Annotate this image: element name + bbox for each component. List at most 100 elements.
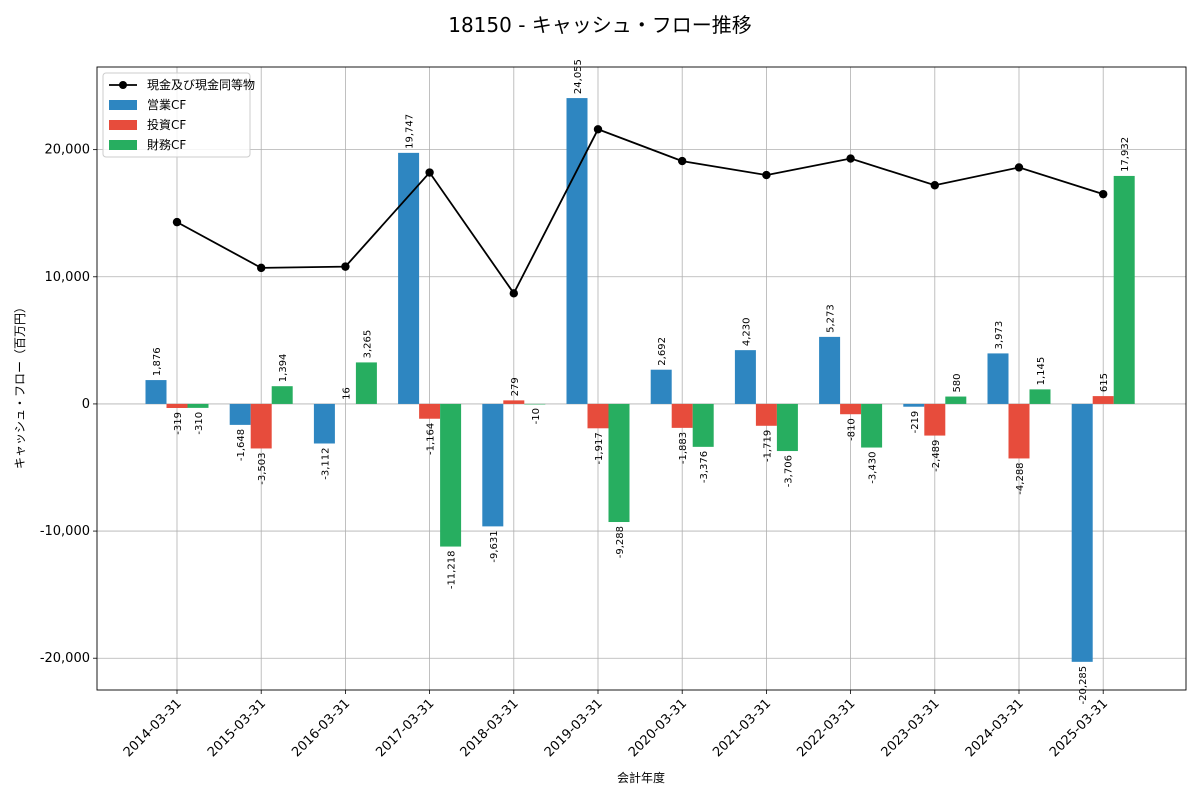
bar-value-label: -310 <box>194 412 205 435</box>
bar-1-9 <box>924 403 946 436</box>
y-tick-label: 10,000 <box>45 270 91 285</box>
bar-value-label: -3,430 <box>868 452 879 484</box>
bar-0-7 <box>734 350 756 404</box>
legend-swatch <box>109 120 137 130</box>
bar-0-8 <box>819 336 841 404</box>
bar-1-7 <box>755 403 777 426</box>
cash-point <box>678 156 687 166</box>
bar-value-label: 580 <box>952 373 963 392</box>
cash-point <box>930 181 939 190</box>
bar-value-label: 3,265 <box>362 330 373 359</box>
bar-value-label: -1,164 <box>426 423 437 455</box>
cash-point <box>1099 189 1108 199</box>
x-tick-label: 2025-03-31 <box>1047 696 1111 760</box>
cash-point <box>425 168 434 177</box>
bar-0-2 <box>313 403 335 444</box>
bars-group <box>145 98 1135 662</box>
cash-point <box>509 289 518 298</box>
cash-line <box>176 128 1104 296</box>
x-tick-label: 2017-03-31 <box>373 696 437 760</box>
cash-point <box>1014 163 1024 172</box>
bar-value-label: 17,932 <box>1120 137 1131 172</box>
legend-label: 財務CF <box>147 137 186 152</box>
bar-value-label: 3,973 <box>994 321 1005 350</box>
bar-value-label: -3,503 <box>257 452 268 484</box>
bar-2-3 <box>440 403 462 547</box>
legend-label: 投資CF <box>147 117 186 132</box>
plot-frame <box>96 66 1187 691</box>
x-tick-label: 2014-03-31 <box>121 696 185 760</box>
x-tick-label: 2022-03-31 <box>794 696 858 760</box>
bar-value-label: -9,631 <box>489 530 500 562</box>
bar-0-1 <box>229 403 251 425</box>
cash-point <box>257 263 266 273</box>
cash-point <box>593 125 603 134</box>
cash-point <box>172 217 182 227</box>
bar-2-2 <box>355 362 377 404</box>
bar-value-label: -219 <box>910 411 921 434</box>
bar-1-11 <box>1092 396 1114 404</box>
bar-value-label: -810 <box>847 418 858 441</box>
bar-2-5 <box>608 403 630 523</box>
bar-0-11 <box>1071 403 1093 662</box>
y-tick-label: -10,000 <box>40 524 90 539</box>
bar-value-label: -1,883 <box>678 432 689 464</box>
bar-0-0 <box>145 380 167 404</box>
bar-2-4 <box>524 403 546 405</box>
bar-1-6 <box>671 403 693 428</box>
legend-line-marker <box>119 81 127 89</box>
chart-title: 18150 - キャッシュ・フロー推移 <box>448 13 752 37</box>
bar-value-label: 16 <box>341 387 352 400</box>
bar-0-6 <box>650 369 672 404</box>
bar-0-10 <box>987 353 1009 404</box>
bar-value-label: -10 <box>531 408 542 424</box>
bar-value-label: 19,747 <box>405 114 416 149</box>
bar-value-label: 1,394 <box>278 354 289 383</box>
bar-2-9 <box>945 396 967 404</box>
bar-0-5 <box>566 98 588 404</box>
bar-1-1 <box>250 403 272 449</box>
grid-lines <box>97 67 1186 690</box>
bar-value-label: 615 <box>1099 373 1110 392</box>
x-tick-label: 2020-03-31 <box>626 696 690 760</box>
legend-swatch <box>109 140 137 150</box>
bar-value-label: 2,692 <box>657 337 668 366</box>
bar-value-label: -3,112 <box>320 447 331 479</box>
bar-2-7 <box>776 403 798 452</box>
bar-value-label: -4,288 <box>1015 462 1026 494</box>
legend-label: 営業CF <box>147 98 186 112</box>
cash-point <box>846 154 855 163</box>
bar-1-3 <box>419 403 441 419</box>
bar-value-label: -9,288 <box>615 526 626 558</box>
bar-value-label: -1,719 <box>762 430 773 462</box>
x-tick-label: 2023-03-31 <box>879 696 943 760</box>
x-tick-label: 2024-03-31 <box>963 696 1027 760</box>
bar-value-label: 5,273 <box>826 304 837 333</box>
bar-2-1 <box>271 386 293 404</box>
legend-box <box>102 72 251 158</box>
y-tick-label: -20,000 <box>40 651 90 666</box>
bar-0-3 <box>398 152 420 404</box>
bar-value-label: 1,145 <box>1036 357 1047 386</box>
bar-1-5 <box>587 403 609 429</box>
cash-point <box>341 262 350 271</box>
legend-label: 現金及び現金同等物 <box>147 77 255 92</box>
bar-value-label: 4,230 <box>741 318 752 347</box>
bar-value-label: -1,917 <box>594 432 605 464</box>
bar-2-6 <box>692 403 714 447</box>
x-tick-label: 2018-03-31 <box>458 696 522 760</box>
x-axis-label: 会計年度 <box>617 770 665 785</box>
bar-0-9 <box>903 403 925 407</box>
bar-value-label: -319 <box>173 412 184 435</box>
bar-1-0 <box>166 403 188 408</box>
cash-line-group <box>172 125 1108 298</box>
cash-point <box>762 170 771 180</box>
y-tick-label: 20,000 <box>45 143 91 158</box>
x-tick-label: 2016-03-31 <box>289 696 353 760</box>
bar-value-label: -3,376 <box>699 451 710 483</box>
bar-1-8 <box>840 403 862 415</box>
x-tick-label: 2019-03-31 <box>542 696 606 760</box>
